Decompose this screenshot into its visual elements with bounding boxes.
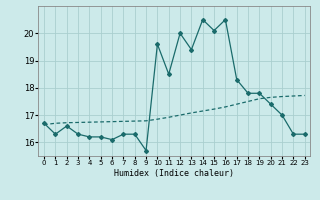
X-axis label: Humidex (Indice chaleur): Humidex (Indice chaleur) [115, 169, 234, 178]
